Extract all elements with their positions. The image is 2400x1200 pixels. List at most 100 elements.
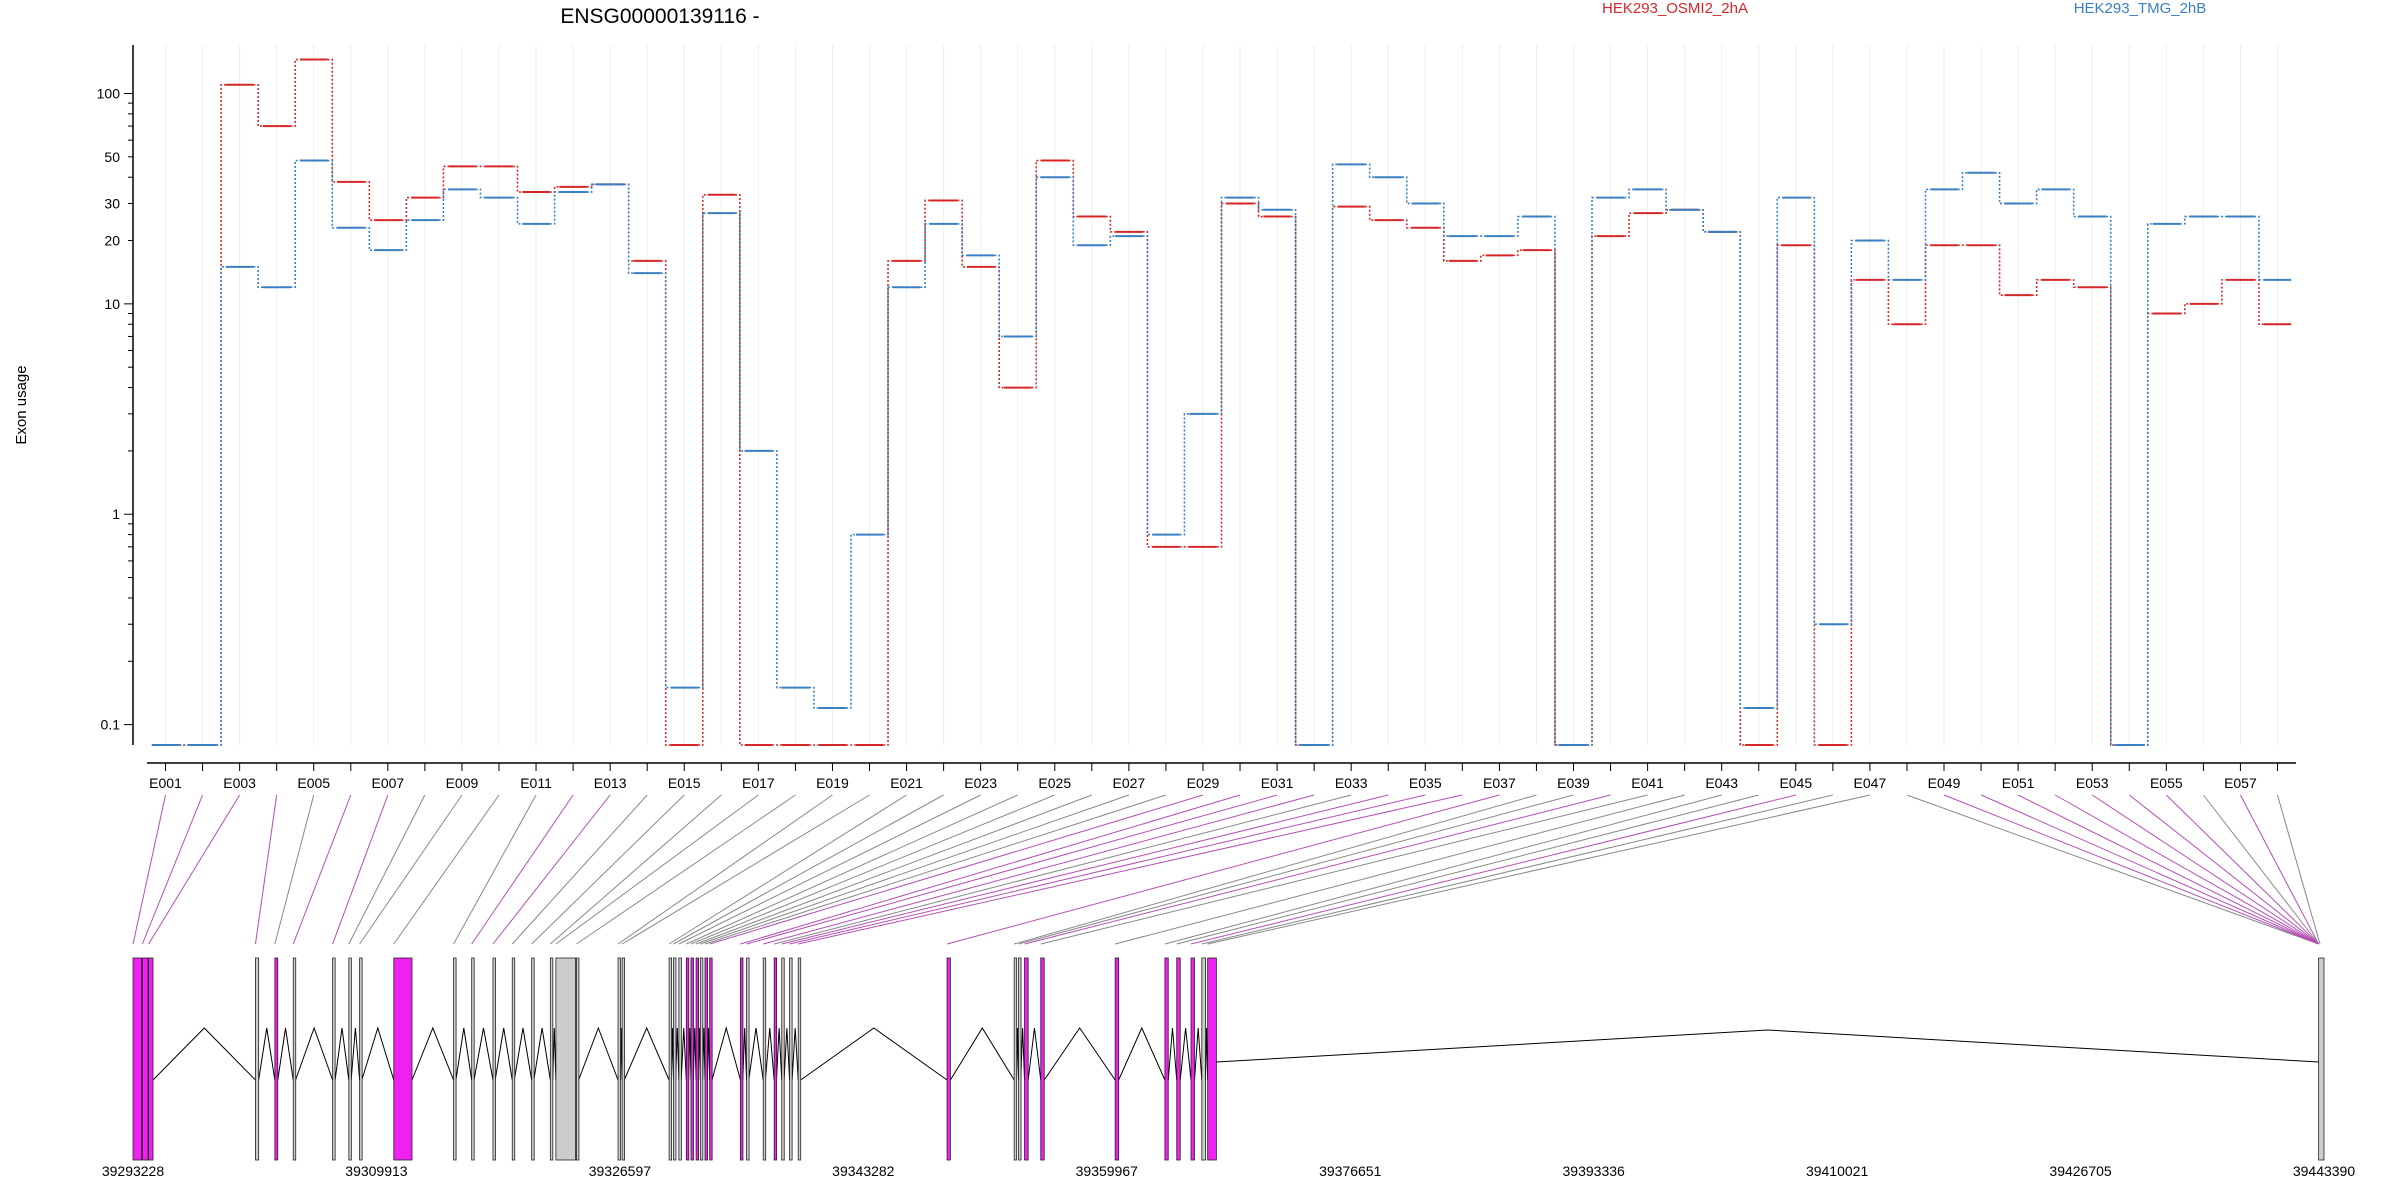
exon-connector <box>678 794 981 945</box>
x-tick-label: E037 <box>1483 775 1516 791</box>
series-connector <box>1994 244 2005 296</box>
exon-connector <box>946 794 1500 945</box>
exon-connector <box>617 794 833 945</box>
series-connector <box>1624 188 1634 199</box>
series-connector <box>1364 163 1375 178</box>
exon-connector <box>1943 794 2319 945</box>
intron-line <box>949 1027 1015 1081</box>
series-connector <box>253 266 263 288</box>
exon-connector <box>1906 794 2319 945</box>
series-connector <box>1290 215 1301 746</box>
series-connector <box>549 186 560 193</box>
exon-connector <box>453 794 537 945</box>
series-connector <box>1772 196 1783 709</box>
exon-box <box>332 957 336 1161</box>
exon-box <box>685 957 690 1161</box>
x-tick-label: E031 <box>1261 775 1294 791</box>
exon-connector <box>550 794 722 945</box>
exon-connector <box>1207 794 1871 945</box>
exon-connector <box>1164 794 1722 945</box>
exon-connector <box>700 794 1130 945</box>
series-connector <box>1698 208 1708 233</box>
x-tick-label: E049 <box>1928 775 1961 791</box>
intron-line <box>295 1026 334 1081</box>
y-axis-ticks: 0.1 1 10 20 30 50 100 <box>97 85 133 733</box>
x-tick-label: E007 <box>371 775 404 791</box>
series-connector <box>697 212 708 689</box>
x-tick-label: E045 <box>1779 775 1812 791</box>
y-tick-label: 10 <box>104 296 120 312</box>
series-connector <box>2068 188 2079 218</box>
intron-line <box>748 1027 764 1081</box>
exon-connector <box>141 794 204 945</box>
series-2 <box>151 159 2292 746</box>
series-connector <box>327 58 338 183</box>
series-connector <box>1364 205 1375 221</box>
intron-line <box>411 1026 455 1081</box>
exon-connector <box>1024 794 1611 945</box>
series-connector <box>1438 202 1449 237</box>
exon-box <box>576 957 580 1161</box>
series-connector <box>957 199 967 268</box>
series-connector <box>2180 303 2190 315</box>
exon-connector <box>2017 794 2319 945</box>
exon-box <box>762 957 767 1161</box>
exon-connector <box>2091 794 2319 945</box>
series-connector <box>364 226 375 251</box>
intron-line <box>775 1027 783 1081</box>
exon-box <box>690 957 694 1161</box>
series-connector <box>660 272 671 689</box>
x-tick-label: E015 <box>668 775 701 791</box>
exon-box <box>1013 957 1018 1161</box>
series-connector <box>1513 249 1523 257</box>
x-tick-label: E001 <box>149 775 182 791</box>
coordinate-label: 39343282 <box>832 1163 895 1179</box>
intron-line <box>1118 1026 1166 1081</box>
coordinate-label: 39410021 <box>1806 1163 1869 1179</box>
exon-connector <box>695 794 1092 945</box>
series-connector <box>1883 279 1894 326</box>
x-tick-label: E013 <box>594 775 627 791</box>
exon-box <box>453 957 457 1161</box>
intron-line <box>513 1027 533 1081</box>
exon-box <box>699 957 704 1161</box>
series-connector <box>846 533 856 709</box>
series-connector <box>809 686 819 709</box>
exon-box <box>746 957 750 1161</box>
series-connector <box>586 183 597 188</box>
series-connector <box>2217 279 2227 305</box>
x-axis-ticks: E001 E003 E005 E007 E009 E011 E013 E015 E017 E019… <box>149 763 2278 791</box>
x-tick-label: E025 <box>1038 775 1071 791</box>
intron-line <box>334 1027 350 1081</box>
x-tick-label: E035 <box>1409 775 1442 791</box>
exon-connector <box>555 794 759 945</box>
series-connector <box>401 219 412 251</box>
series-connector <box>438 188 449 221</box>
y-tick-label: 50 <box>104 149 120 165</box>
series-connector <box>1809 244 1820 746</box>
exon-box <box>471 957 475 1161</box>
exon-box <box>511 957 516 1161</box>
exon-connector <box>789 794 1426 945</box>
exon-connector <box>292 794 352 945</box>
exon-box <box>946 957 951 1161</box>
exon-box <box>695 957 699 1161</box>
exon-connector <box>254 794 278 945</box>
intron-line <box>277 1027 294 1081</box>
x-tick-label: E039 <box>1557 775 1590 791</box>
exon-box <box>531 957 535 1161</box>
y-tick-label: 0.1 <box>101 717 121 733</box>
exon-box <box>1207 957 1217 1161</box>
intron-line <box>680 1027 687 1081</box>
series-connector <box>1327 205 1338 746</box>
series-connector <box>1105 235 1116 247</box>
x-tick-label: E029 <box>1187 775 1220 791</box>
y-tick-label: 30 <box>104 195 120 211</box>
exon-connector <box>1980 794 2319 945</box>
exon-box <box>704 957 708 1161</box>
exon-connector <box>709 794 1204 945</box>
series-connector <box>1550 215 1560 746</box>
series-connector <box>2142 223 2153 746</box>
exon-connector <box>393 794 500 945</box>
series-connector <box>1661 188 1671 211</box>
